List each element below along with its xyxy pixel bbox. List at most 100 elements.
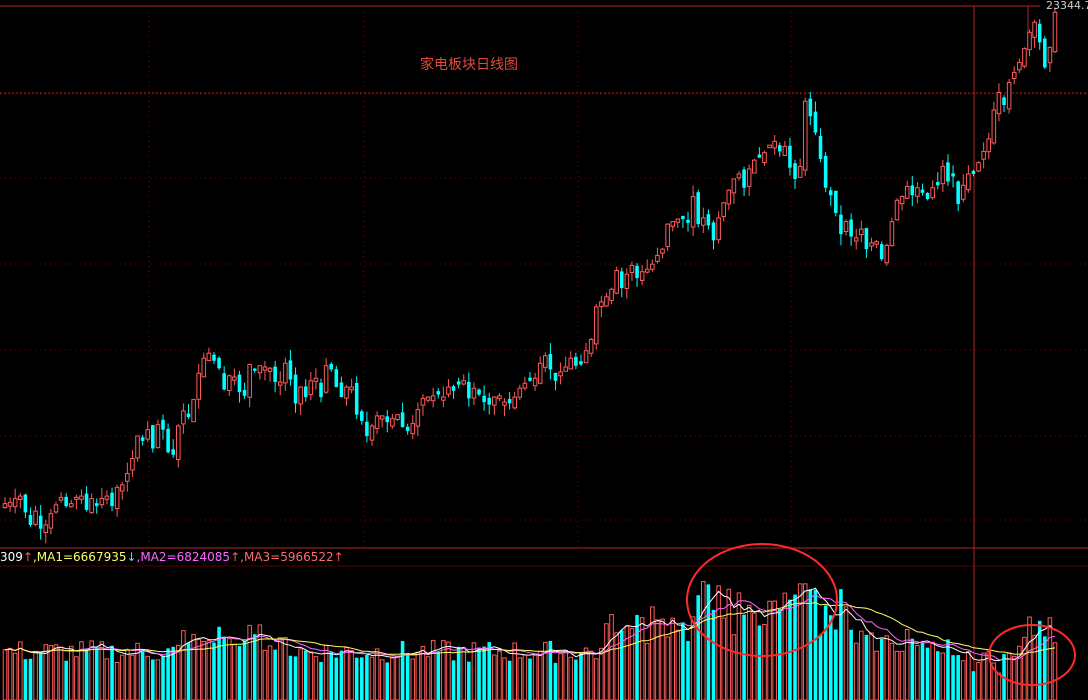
candle-body-down xyxy=(920,189,925,193)
candle-body-up xyxy=(58,496,64,501)
volume-bar-down xyxy=(436,652,441,700)
candle-body-up xyxy=(79,495,84,500)
candle-body-up xyxy=(599,301,604,308)
candle-body-up xyxy=(644,268,650,273)
volume-bar-down xyxy=(757,625,762,700)
volume-bar-up xyxy=(125,649,130,700)
candle-body-down xyxy=(757,154,762,158)
down-arrow-icon: ↓ xyxy=(126,550,137,564)
volume-bar-up xyxy=(915,644,920,700)
candle-body-down xyxy=(171,449,175,455)
candle-body-up xyxy=(74,496,79,500)
candle-body-down xyxy=(788,145,792,168)
candle-body-up xyxy=(650,263,655,270)
volume-bar-down xyxy=(293,656,298,700)
volume-bar-up xyxy=(772,600,777,700)
volume-bar-down xyxy=(477,647,481,700)
up-arrow-icon: ↑ xyxy=(230,550,241,564)
candle-body-up xyxy=(731,178,737,194)
candle-body-down xyxy=(864,228,869,250)
volume-bar-down xyxy=(140,650,145,700)
volume-bar-up xyxy=(492,654,497,700)
volume-bar-up xyxy=(894,650,900,700)
volume-ma-header: 309↑,MA1=6667935↓,MA2=6824085↑,MA3=59665… xyxy=(0,549,344,565)
ma1-line xyxy=(4,587,1056,662)
candle-body-down xyxy=(151,425,155,449)
candle-body-up xyxy=(492,396,497,406)
volume-bar-up xyxy=(283,637,288,700)
candle-body-up xyxy=(257,365,263,374)
volume-bar-up xyxy=(604,623,609,700)
volume-bar-up xyxy=(471,642,477,700)
volume-bar-down xyxy=(971,671,976,700)
candle-body-up xyxy=(308,380,314,396)
candle-body-up xyxy=(390,417,395,427)
volume-bar-down xyxy=(360,657,364,700)
candle-body-up xyxy=(1052,11,1058,53)
candle-body-up xyxy=(461,380,467,385)
volume-bar-up xyxy=(308,651,314,700)
candle-body-up xyxy=(247,363,252,398)
candle-body-down xyxy=(879,244,884,260)
candle-body-up xyxy=(471,387,477,399)
candle-body-up xyxy=(125,473,130,482)
candle-body-up xyxy=(119,484,125,492)
candle-body-up xyxy=(135,435,140,459)
candle-body-up xyxy=(349,386,354,391)
volume-bar-up xyxy=(420,645,426,700)
volume-bar-up xyxy=(532,654,538,700)
volume-bar-down xyxy=(38,653,43,700)
candle-body-up xyxy=(558,371,563,377)
volume-bar-down xyxy=(217,626,221,700)
volume-bar-down xyxy=(818,634,823,700)
volume-bar-up xyxy=(58,646,64,700)
volume-bar-up xyxy=(74,656,79,700)
candle-body-down xyxy=(288,360,293,380)
volume-bar-down xyxy=(823,605,828,700)
candle-body-down xyxy=(548,354,553,370)
volume-bar-up xyxy=(1006,652,1012,700)
volume-bar-down xyxy=(273,649,277,700)
volume-bar-down xyxy=(151,659,155,700)
volume-bar-up xyxy=(226,638,232,700)
volume-bar-up xyxy=(441,640,446,700)
volume-bar-up xyxy=(262,649,268,700)
volume-bar-up xyxy=(48,645,54,700)
volume-bar-up xyxy=(869,632,874,700)
candle-body-up xyxy=(313,377,319,382)
candle-body-up xyxy=(1027,31,1032,51)
volume-ma-lines xyxy=(4,587,1056,662)
price-label-pointer xyxy=(1027,5,1040,40)
volume-bar-down xyxy=(166,648,170,700)
volume-bar-up xyxy=(257,624,263,700)
volume-bar-down xyxy=(879,638,884,700)
candle-body-down xyxy=(711,222,716,241)
candle-body-up xyxy=(33,510,38,525)
candle-body-up xyxy=(701,217,706,226)
candle-body-down xyxy=(579,361,583,365)
volume-bar-up xyxy=(655,619,660,700)
candle-body-up xyxy=(201,357,207,378)
candle-body-up xyxy=(267,367,273,372)
candle-body-down xyxy=(706,214,711,226)
candle-body-up xyxy=(884,244,890,264)
volume-bar-up xyxy=(609,614,614,700)
volume-bar-up xyxy=(135,642,140,700)
candle-body-down xyxy=(553,372,558,381)
candle-body-up xyxy=(232,376,237,381)
volume-bar-up xyxy=(797,583,803,700)
candle-body-up xyxy=(298,386,303,405)
candle-body-down xyxy=(828,190,833,196)
volume-bar-down xyxy=(94,647,99,700)
volume-bar-down xyxy=(946,639,950,700)
volume-bar-up xyxy=(746,604,752,700)
up-arrow-icon: ↑ xyxy=(22,550,33,564)
volume-bar-down xyxy=(619,630,624,700)
volume-bar-up xyxy=(650,606,655,700)
volume-bar-down xyxy=(553,662,558,700)
candle-body-up xyxy=(395,414,400,421)
up-arrow-icon: ↑ xyxy=(333,550,344,564)
volume-bar-up xyxy=(660,618,665,700)
candle-body-up xyxy=(604,296,609,307)
candle-body-up xyxy=(512,396,517,409)
